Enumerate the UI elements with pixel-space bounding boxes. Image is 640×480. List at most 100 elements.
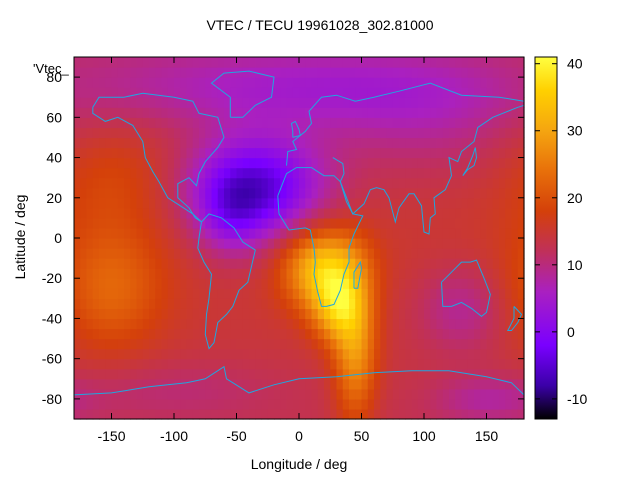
heatmap-cell xyxy=(411,77,419,88)
heatmap-cell xyxy=(486,258,494,269)
heatmap-cell xyxy=(417,328,425,340)
heatmap-cell xyxy=(305,217,313,229)
heatmap-cell xyxy=(80,157,88,169)
heatmap-cell xyxy=(311,328,319,340)
heatmap-cell xyxy=(342,77,350,88)
heatmap-cell xyxy=(255,338,263,350)
heatmap-cell xyxy=(317,157,325,169)
colorbar-tick-label: 30 xyxy=(567,123,583,139)
heatmap-cell xyxy=(242,197,250,209)
heatmap-cell xyxy=(117,157,125,169)
heatmap-cell xyxy=(492,227,500,239)
heatmap-cell xyxy=(361,57,369,68)
heatmap-cell xyxy=(392,368,400,380)
heatmap-cell xyxy=(211,328,219,340)
heatmap-cell xyxy=(111,408,119,420)
heatmap-cell xyxy=(461,227,469,239)
heatmap-cell xyxy=(505,268,513,279)
heatmap-cell xyxy=(136,338,144,350)
heatmap-cell xyxy=(399,97,406,108)
heatmap-cell xyxy=(449,298,456,309)
heatmap-cell xyxy=(424,207,431,219)
heatmap-cell xyxy=(161,238,169,249)
heatmap-cell xyxy=(480,57,488,68)
heatmap-cell xyxy=(280,348,288,360)
heatmap-cell xyxy=(92,298,100,309)
heatmap-cell xyxy=(361,77,369,88)
heatmap-cell xyxy=(199,398,206,410)
heatmap-cell xyxy=(130,147,138,159)
heatmap-cell xyxy=(386,167,394,179)
heatmap-cell xyxy=(430,398,438,410)
heatmap-cell xyxy=(499,67,506,78)
coastline-4 xyxy=(286,82,525,166)
heatmap-cell xyxy=(192,87,200,98)
heatmap-cell xyxy=(224,318,231,330)
heatmap-cell xyxy=(211,77,219,88)
heatmap-cell xyxy=(474,388,481,400)
heatmap-cell xyxy=(99,388,106,400)
heatmap-cell xyxy=(217,378,225,390)
heatmap-cell xyxy=(324,197,331,209)
heatmap-cell xyxy=(199,57,206,68)
heatmap-cell xyxy=(261,77,269,88)
heatmap-cell xyxy=(180,368,188,380)
heatmap-cell xyxy=(255,268,263,279)
heatmap-cell xyxy=(299,127,306,139)
heatmap-cell xyxy=(217,97,225,108)
heatmap-cell xyxy=(280,227,288,239)
heatmap-cell xyxy=(311,57,319,68)
heatmap-cell xyxy=(136,378,144,390)
heatmap-cell xyxy=(486,127,494,139)
heatmap-cell xyxy=(449,258,456,269)
heatmap-cell xyxy=(449,57,456,68)
heatmap-cell xyxy=(80,258,88,269)
heatmap-cell xyxy=(299,197,306,209)
heatmap-cell xyxy=(405,97,413,108)
heatmap-cell xyxy=(161,328,169,340)
heatmap-cell xyxy=(86,77,94,88)
heatmap-cell xyxy=(142,298,150,309)
heatmap-cell xyxy=(117,308,125,320)
heatmap-cell xyxy=(367,117,375,128)
heatmap-cell xyxy=(142,167,150,179)
heatmap-cell xyxy=(192,408,200,420)
heatmap-cell xyxy=(424,238,431,249)
heatmap-cell xyxy=(80,217,88,229)
heatmap-cell xyxy=(205,328,213,340)
heatmap-cell xyxy=(505,197,513,209)
heatmap-cell xyxy=(180,328,188,340)
heatmap-cell xyxy=(474,217,481,229)
heatmap-cell xyxy=(174,157,181,169)
heatmap-cell xyxy=(224,147,231,159)
heatmap-cell xyxy=(242,137,250,149)
heatmap-cell xyxy=(380,177,388,189)
heatmap-cell xyxy=(467,318,475,330)
heatmap-cell xyxy=(292,207,300,219)
heatmap-cell xyxy=(399,207,406,219)
heatmap-cell xyxy=(186,77,194,88)
heatmap-cell xyxy=(161,197,169,209)
heatmap-cell xyxy=(361,338,369,350)
heatmap-cell xyxy=(342,87,350,98)
heatmap-cell xyxy=(467,227,475,239)
heatmap-cell xyxy=(361,348,369,360)
heatmap-cell xyxy=(386,177,394,189)
heatmap-cell xyxy=(161,278,169,289)
heatmap-cell xyxy=(74,338,81,350)
heatmap-cell xyxy=(205,117,213,128)
heatmap-cell xyxy=(130,278,138,289)
heatmap-cell xyxy=(492,308,500,320)
heatmap-cell xyxy=(305,248,313,259)
heatmap-cell xyxy=(130,157,138,169)
heatmap-cell xyxy=(336,67,344,78)
heatmap-cell xyxy=(111,77,119,88)
heatmap-cell xyxy=(117,288,125,299)
heatmap-cell xyxy=(511,318,519,330)
heatmap-cell xyxy=(286,308,294,320)
heatmap-cell xyxy=(261,308,269,320)
heatmap-cell xyxy=(124,177,131,189)
heatmap-cell xyxy=(117,147,125,159)
heatmap-cell xyxy=(217,157,225,169)
heatmap-cell xyxy=(324,127,331,139)
